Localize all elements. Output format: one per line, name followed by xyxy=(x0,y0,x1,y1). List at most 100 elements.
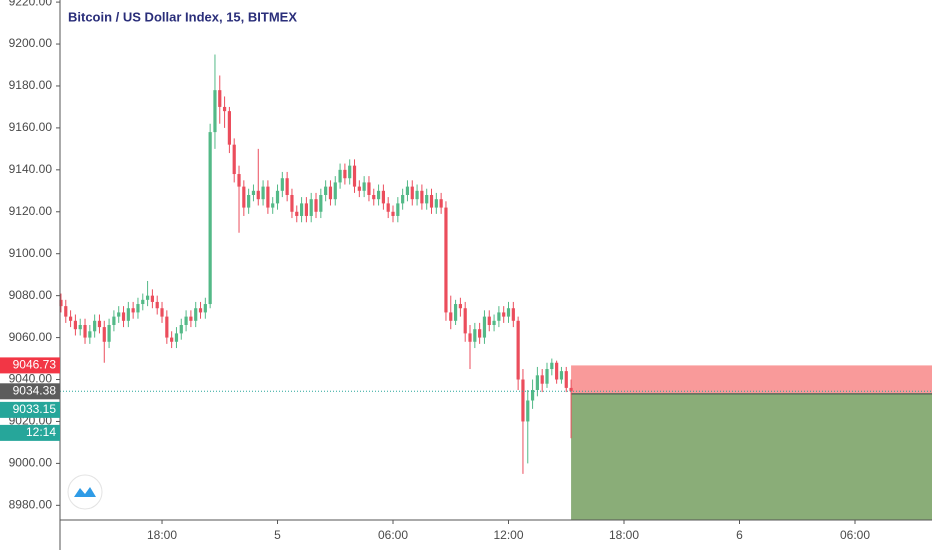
x-tick-label: 12:00 xyxy=(493,528,523,542)
candle-body xyxy=(391,211,395,216)
candle-body xyxy=(482,316,487,338)
entry-price-label: 9033.15 xyxy=(13,402,57,416)
candle-body xyxy=(271,203,275,208)
candle-body xyxy=(179,325,183,334)
countdown-label: 12:14 xyxy=(26,425,56,439)
candle-body xyxy=(88,331,92,338)
candle-body xyxy=(299,203,304,216)
candle-body xyxy=(324,186,328,195)
candle-body xyxy=(227,111,231,145)
countdown-label-box xyxy=(0,424,60,441)
logo[interactable] xyxy=(67,474,103,510)
candle-body xyxy=(141,299,145,305)
last-price-label-box xyxy=(0,383,60,400)
candle-body xyxy=(348,165,352,179)
y-tick-label: 9100.00 xyxy=(9,246,53,260)
candle-body xyxy=(256,190,260,200)
candle-body xyxy=(290,195,294,212)
candle-body xyxy=(535,375,539,390)
y-tick-label: 9060.00 xyxy=(9,330,53,344)
candle-body xyxy=(97,320,102,328)
candle-body xyxy=(232,144,236,175)
candle-body xyxy=(401,195,405,204)
y-tick-label: 9200.00 xyxy=(9,36,53,50)
candle-body xyxy=(208,132,212,305)
candle-body xyxy=(506,308,511,317)
candle-body xyxy=(396,203,400,216)
candle-body xyxy=(410,186,414,200)
candle-body xyxy=(333,182,337,200)
candle-body xyxy=(434,199,438,208)
candle-body xyxy=(160,308,164,317)
candle-body xyxy=(68,316,73,321)
candle-body xyxy=(73,320,77,330)
candle-body xyxy=(222,106,227,112)
candle-body xyxy=(555,362,559,380)
x-tick-label: 6 xyxy=(736,528,743,542)
stop-price-label-box xyxy=(0,357,60,374)
candle-body xyxy=(521,379,525,422)
candle-body xyxy=(367,182,371,195)
candle-body xyxy=(93,320,97,332)
candle-body xyxy=(194,308,198,321)
candle-body xyxy=(285,178,289,195)
x-tick-label: 06:00 xyxy=(378,528,408,542)
y-tick-label: 9220.00 xyxy=(9,0,53,8)
candle-body xyxy=(295,211,299,216)
candle-body xyxy=(453,304,458,321)
stop-price-label: 9046.73 xyxy=(13,358,57,372)
candle-body xyxy=(145,295,150,300)
candle-body xyxy=(468,333,472,342)
candle-body xyxy=(314,199,318,212)
candle-body xyxy=(559,371,564,380)
candle-body xyxy=(251,190,256,195)
x-tick-label: 06:00 xyxy=(840,528,870,542)
candle-body xyxy=(247,195,251,208)
candle-body xyxy=(83,325,87,338)
candle-body xyxy=(203,304,207,313)
candle-body xyxy=(492,320,496,325)
candle-body xyxy=(150,295,154,302)
y-tick-label: 9000.00 xyxy=(9,456,53,470)
candle-body xyxy=(165,316,169,338)
candle-body xyxy=(473,329,477,342)
candle-body xyxy=(487,316,491,325)
candle-body xyxy=(444,207,448,313)
candle-body xyxy=(102,327,106,342)
candle-body xyxy=(198,308,203,313)
y-tick-label: 9180.00 xyxy=(9,78,53,92)
stop-zone xyxy=(571,365,932,394)
candle-body xyxy=(338,169,342,183)
y-tick-label: 9120.00 xyxy=(9,204,53,218)
x-tick-label: 18:00 xyxy=(147,528,177,542)
candle-body xyxy=(372,195,376,200)
logo-circle[interactable] xyxy=(67,474,103,510)
candle-body xyxy=(242,186,246,208)
candle-body xyxy=(309,199,313,216)
logo-icon[interactable] xyxy=(74,487,96,497)
candle-body xyxy=(516,320,520,380)
candle-body xyxy=(117,312,121,317)
candle-body xyxy=(59,299,63,307)
y-tick-label: 9080.00 xyxy=(9,288,53,302)
x-tick-label: 5 xyxy=(274,528,281,542)
candle-body xyxy=(218,90,222,107)
candle-body xyxy=(526,400,530,422)
candle-body xyxy=(280,178,284,191)
candle-body xyxy=(107,325,111,342)
candle-body xyxy=(530,390,535,401)
candle-body xyxy=(564,371,568,388)
candle-body xyxy=(449,312,453,321)
candle-body xyxy=(386,203,390,212)
candle-body xyxy=(64,306,68,317)
candle-body xyxy=(343,169,347,179)
candle-body xyxy=(439,199,443,208)
candle-body xyxy=(497,312,501,321)
y-tick-label: 8980.00 xyxy=(9,497,53,511)
candle-body xyxy=(174,333,179,342)
candle-body xyxy=(545,369,549,384)
x-tick-label: 18:00 xyxy=(609,528,639,542)
y-tick-label: 9040.00 xyxy=(9,372,53,386)
y-tick-label: 9140.00 xyxy=(9,162,53,176)
